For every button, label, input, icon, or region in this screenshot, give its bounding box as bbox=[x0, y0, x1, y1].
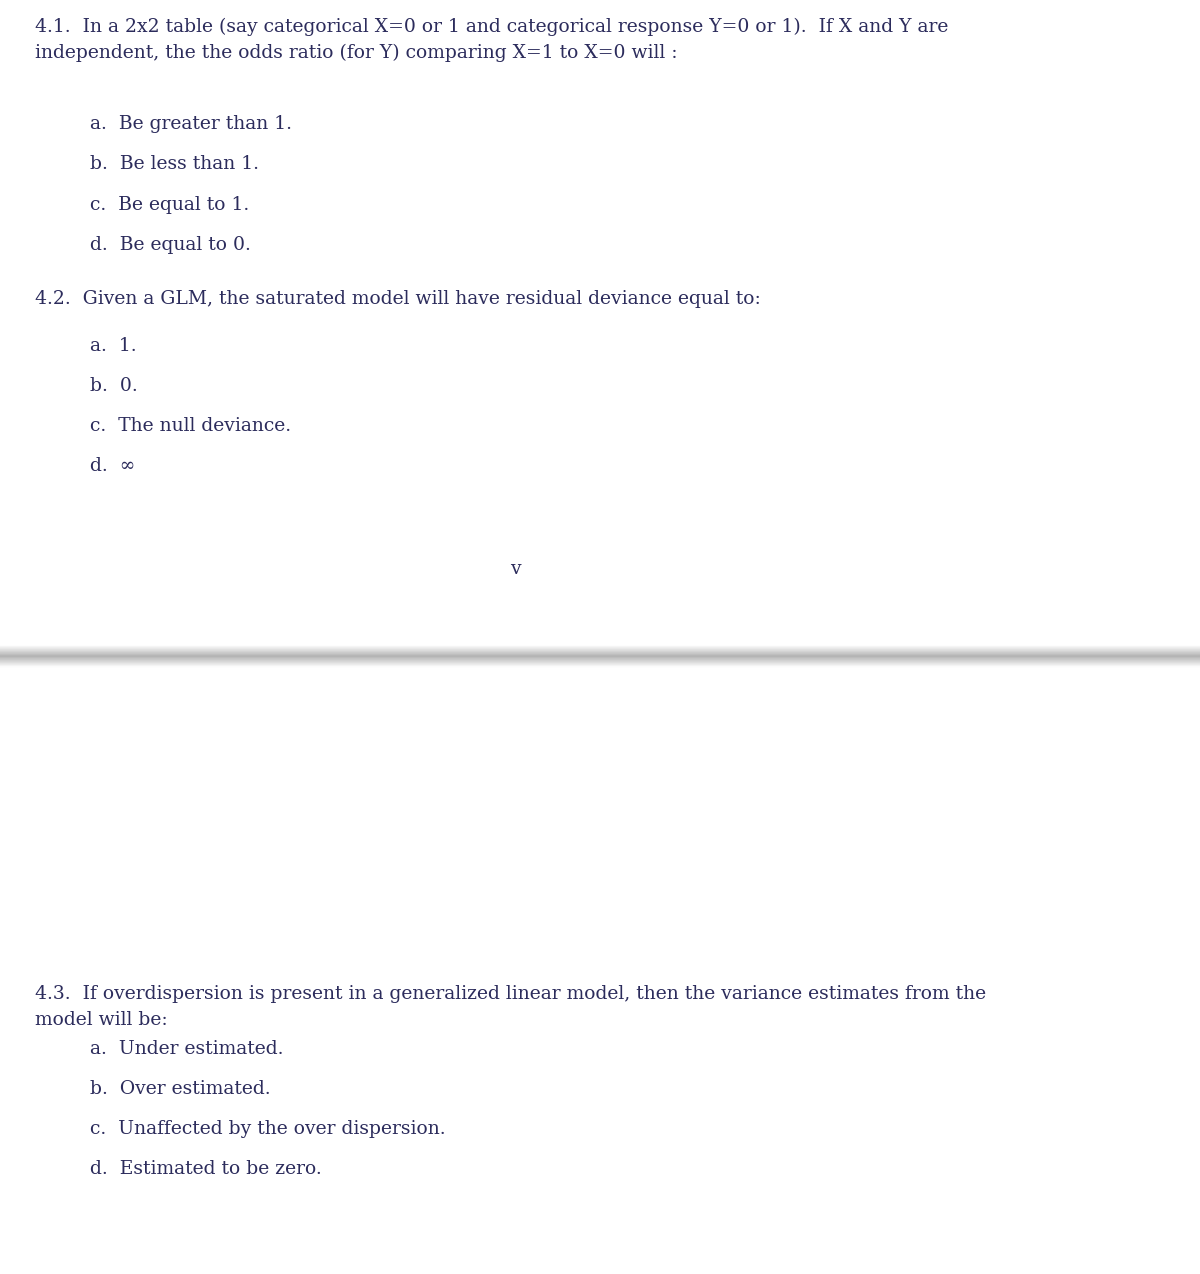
Text: a.  Be greater than 1.: a. Be greater than 1. bbox=[90, 115, 292, 132]
Text: b.  Over estimated.: b. Over estimated. bbox=[90, 1080, 271, 1098]
Text: 4.2.  Given a GLM, the saturated model will have residual deviance equal to:: 4.2. Given a GLM, the saturated model wi… bbox=[35, 290, 761, 308]
Text: b.  0.: b. 0. bbox=[90, 377, 138, 395]
Text: c.  Unaffected by the over dispersion.: c. Unaffected by the over dispersion. bbox=[90, 1120, 445, 1138]
Text: 4.1.  In a 2x2 table (say categorical X=0 or 1 and categorical response Y=0 or 1: 4.1. In a 2x2 table (say categorical X=0… bbox=[35, 18, 948, 62]
Text: v: v bbox=[510, 561, 521, 578]
Text: d.  Estimated to be zero.: d. Estimated to be zero. bbox=[90, 1161, 322, 1178]
Text: 4.3.  If overdispersion is present in a generalized linear model, then the varia: 4.3. If overdispersion is present in a g… bbox=[35, 985, 986, 1028]
Text: d.  Be equal to 0.: d. Be equal to 0. bbox=[90, 236, 251, 254]
Text: a.  Under estimated.: a. Under estimated. bbox=[90, 1040, 283, 1057]
Text: b.  Be less than 1.: b. Be less than 1. bbox=[90, 155, 259, 173]
Text: a.  1.: a. 1. bbox=[90, 338, 137, 355]
Text: c.  The null deviance.: c. The null deviance. bbox=[90, 417, 292, 434]
Text: c.  Be equal to 1.: c. Be equal to 1. bbox=[90, 196, 250, 214]
Text: d.  ∞: d. ∞ bbox=[90, 457, 136, 475]
